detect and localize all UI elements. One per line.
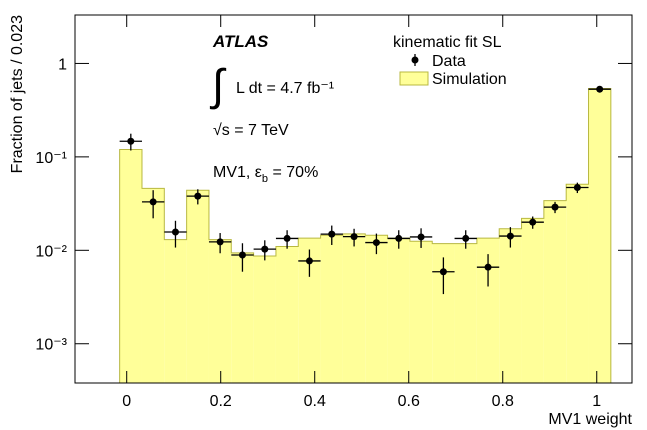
wp-text: MV1, ε bbox=[213, 164, 262, 181]
histogram-bar bbox=[186, 190, 209, 383]
histogram-bar bbox=[476, 238, 500, 383]
data-point bbox=[417, 233, 425, 241]
histogram-bar bbox=[298, 238, 321, 383]
data-point bbox=[261, 245, 269, 253]
data-point bbox=[596, 85, 604, 93]
wp-text-end: = 70% bbox=[268, 164, 318, 181]
data-point bbox=[484, 263, 492, 271]
data-point bbox=[462, 234, 470, 242]
histogram-bar bbox=[409, 241, 433, 383]
data-point bbox=[395, 234, 403, 242]
histogram-bar bbox=[275, 246, 299, 383]
x-tick-label: 0 bbox=[122, 393, 131, 410]
luminosity: L dt = 4.7 fb⁻¹ bbox=[236, 80, 334, 97]
x-tick-label: 0.8 bbox=[492, 393, 514, 410]
y-axis-title: Fraction of jets / 0.023 bbox=[9, 15, 26, 173]
y-tick-label: 10⁻² bbox=[35, 243, 67, 260]
y-tick-label: 1 bbox=[58, 56, 67, 73]
data-point bbox=[283, 234, 291, 242]
x-tick-label: 0.2 bbox=[210, 393, 232, 410]
histogram-bar bbox=[320, 235, 343, 383]
histogram-bar bbox=[365, 235, 388, 383]
data-point bbox=[194, 192, 202, 200]
histogram-bar bbox=[208, 239, 232, 383]
data-point bbox=[238, 251, 246, 259]
data-point bbox=[529, 218, 537, 226]
integral-sign: ∫ bbox=[209, 61, 227, 110]
data-point bbox=[573, 184, 581, 192]
data-point bbox=[506, 232, 514, 240]
histogram-bar bbox=[342, 233, 366, 383]
histogram-bar bbox=[543, 200, 567, 383]
histogram-bar bbox=[499, 228, 522, 383]
atlas-label: ATLAS bbox=[212, 32, 269, 51]
histogram-bar bbox=[119, 149, 142, 383]
x-axis-title: MV1 weight bbox=[548, 411, 632, 428]
legend-sim-swatch bbox=[399, 71, 429, 86]
histogram-bar bbox=[387, 238, 410, 383]
x-tick-label: 1 bbox=[592, 393, 601, 410]
plot-frame bbox=[74, 14, 633, 384]
x-tick-label: 0.6 bbox=[398, 393, 420, 410]
histogram-bar bbox=[164, 239, 187, 383]
energy: √s = 7 TeV bbox=[213, 122, 289, 139]
data-point bbox=[439, 268, 447, 276]
legend-label: Simulation bbox=[432, 71, 507, 88]
x-tick-label: 0.4 bbox=[304, 393, 326, 410]
data-point bbox=[149, 198, 157, 206]
data-point bbox=[127, 137, 135, 145]
data-point bbox=[372, 239, 380, 247]
legend-title: kinematic fit SL bbox=[393, 34, 502, 51]
legend-label: Data bbox=[432, 53, 466, 70]
wp-subscript: b bbox=[262, 173, 268, 185]
histogram-bar bbox=[141, 188, 165, 383]
histogram-bar bbox=[454, 243, 477, 383]
y-tick-label: 10⁻³ bbox=[35, 337, 67, 354]
histogram-bar bbox=[521, 218, 544, 383]
working-point: MV1, εb = 70% bbox=[213, 164, 318, 185]
histogram-bar bbox=[432, 243, 455, 383]
histogram-bar bbox=[566, 184, 589, 383]
legend-data-marker bbox=[411, 56, 419, 64]
data-point bbox=[350, 233, 358, 241]
data-point bbox=[328, 230, 336, 238]
data-point bbox=[305, 257, 313, 265]
histogram-bar bbox=[253, 255, 276, 383]
y-tick-label: 10⁻¹ bbox=[35, 150, 67, 167]
histogram-bar bbox=[588, 88, 611, 383]
data-point bbox=[216, 238, 224, 246]
data-point bbox=[171, 228, 179, 236]
histogram-outline bbox=[119, 87, 612, 383]
histogram-bar bbox=[231, 252, 254, 383]
data-point bbox=[551, 203, 559, 211]
